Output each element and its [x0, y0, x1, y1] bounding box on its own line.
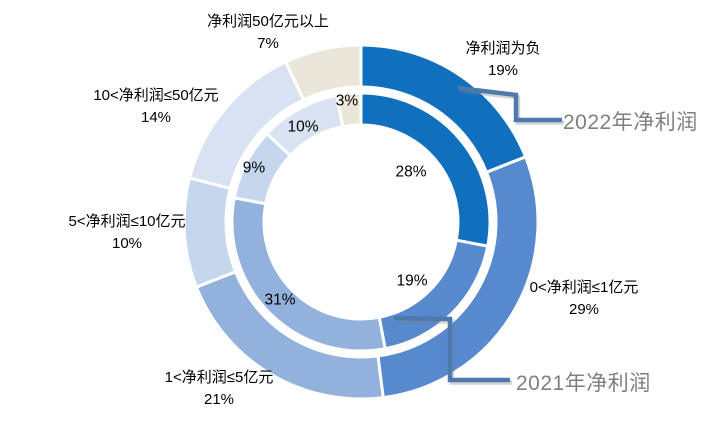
category-value-0: 19%	[487, 62, 519, 79]
inner-value-label-1: 19%	[396, 273, 427, 290]
category-value-5: 7%	[257, 35, 279, 52]
category-label-4: 10<净利润≤50亿元 14%	[93, 85, 218, 129]
category-label-5: 净利润50亿元以上 7%	[207, 11, 329, 55]
category-name-1: 0<净利润≤1亿元	[529, 279, 639, 296]
category-value-1: 29%	[568, 301, 600, 318]
segment-outer-3[interactable]	[182, 176, 237, 289]
category-name-4: 10<净利润≤50亿元	[93, 87, 219, 104]
category-name-2: 1<净利润≤5亿元	[164, 369, 274, 386]
category-name-3: 5<净利润≤10亿元	[68, 213, 186, 230]
category-value-4: 14%	[140, 109, 172, 126]
series-label-2022: 2022年净利润	[563, 111, 698, 134]
category-label-2: 1<净利润≤5亿元 21%	[165, 367, 274, 411]
category-label-1: 0<净利润≤1亿元 29%	[530, 277, 639, 321]
category-name-5: 净利润50亿元以上	[207, 13, 329, 30]
category-value-3: 10%	[111, 235, 143, 252]
category-name-0: 净利润为负	[465, 40, 541, 57]
segment-inner-5[interactable]	[335, 91, 363, 129]
category-value-2: 21%	[203, 391, 235, 408]
inner-value-label-0: 28%	[395, 164, 426, 181]
inner-value-label-2: 31%	[264, 292, 295, 309]
inner-value-label-5: 3%	[336, 93, 359, 110]
category-label-3: 5<净利润≤10亿元 10%	[68, 211, 185, 255]
segment-outer-5[interactable]	[284, 43, 363, 102]
series-label-2021: 2021年净利润	[516, 372, 651, 395]
callout-connector-1	[393, 315, 510, 383]
inner-value-label-3: 9%	[243, 160, 266, 177]
category-label-0: 净利润为负 19%	[465, 38, 540, 82]
inner-value-label-4: 10%	[287, 119, 318, 136]
callout-connector-0	[457, 85, 562, 123]
